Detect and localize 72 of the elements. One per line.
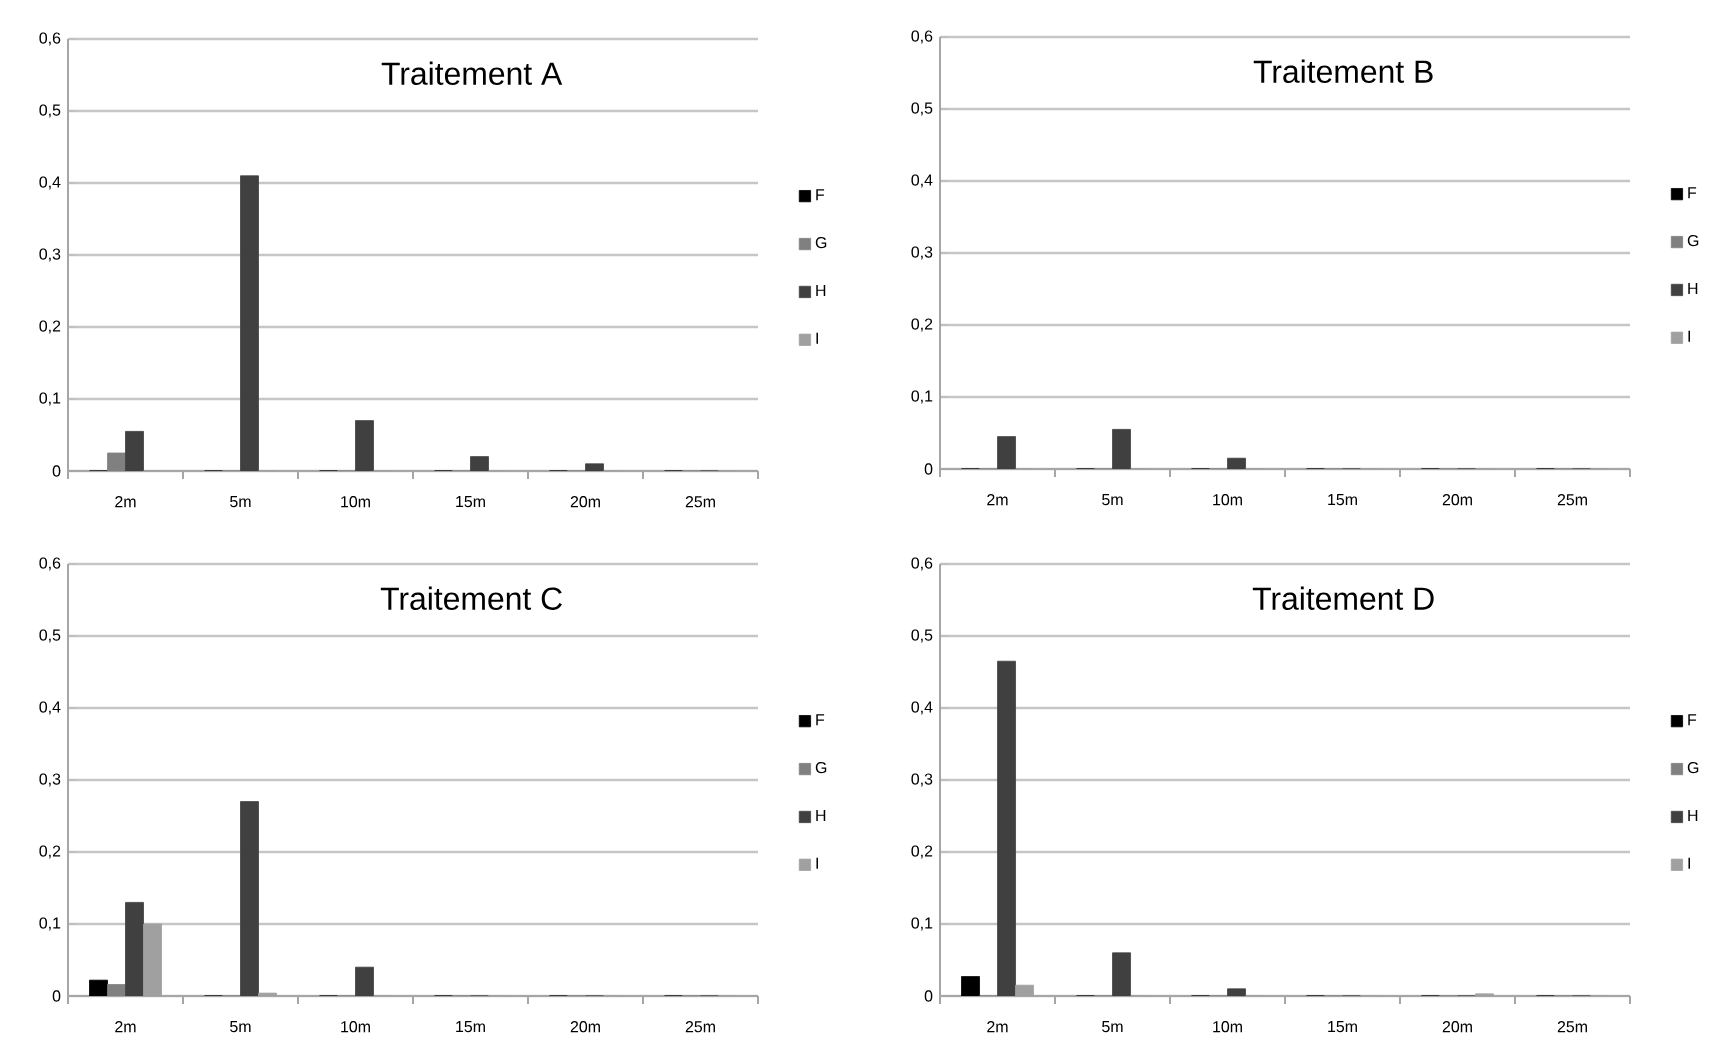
y-tick-label: 0 xyxy=(924,463,933,475)
y-tick-label: 0,2 xyxy=(911,845,933,859)
x-tick-label: 15m xyxy=(1328,494,1357,506)
x-tick-label: 2m xyxy=(115,1021,136,1033)
y-tick-label: 0,1 xyxy=(39,917,61,931)
text: Traitement A xyxy=(381,61,563,85)
x-tick-label: 15m xyxy=(456,496,485,508)
legend-label: H xyxy=(816,284,826,296)
text: Traitement C xyxy=(380,586,562,610)
y-tick-label: 0,3 xyxy=(39,773,61,787)
x-tick-label: 15m xyxy=(456,1021,485,1033)
y-tick-label: 0,5 xyxy=(911,102,933,116)
legend-label: F xyxy=(816,714,825,726)
x-tick-label: 25m xyxy=(1557,494,1587,506)
x-tick-label: 25m xyxy=(1557,1021,1587,1033)
x-tick-label: 5m xyxy=(230,496,251,508)
y-tick-label: 0,1 xyxy=(911,390,933,404)
y-tick-label: 0,2 xyxy=(39,320,61,334)
x-tick-label: 25m xyxy=(685,1021,715,1033)
legend-label: H xyxy=(1688,809,1698,821)
y-tick-label: 0,3 xyxy=(911,246,933,260)
text: Traitement D xyxy=(1252,586,1434,610)
y-tick-label: 0,3 xyxy=(39,248,61,262)
y-tick-label: 0,5 xyxy=(39,104,61,118)
y-tick-label: 0,6 xyxy=(39,557,61,571)
x-tick-label: 15m xyxy=(1328,1021,1357,1033)
x-tick-label: 20m xyxy=(570,496,600,508)
x-tick-label: 2m xyxy=(115,496,136,508)
y-tick-label: 0,1 xyxy=(39,392,61,406)
y-tick-label: 0,4 xyxy=(39,176,61,190)
y-tick-label: 0,2 xyxy=(911,318,933,332)
legend-label: G xyxy=(1687,762,1699,774)
legend-label: I xyxy=(1688,857,1690,869)
x-tick-label: 10m xyxy=(341,1021,370,1033)
x-tick-label: 5m xyxy=(1102,1021,1123,1033)
y-tick-label: 0 xyxy=(52,990,61,1002)
y-tick-label: 0,5 xyxy=(39,629,61,643)
y-tick-label: 0,3 xyxy=(911,773,933,787)
y-tick-label: 0 xyxy=(52,465,61,477)
x-tick-label: 10m xyxy=(1213,494,1242,506)
x-tick-label: 5m xyxy=(230,1021,251,1033)
y-tick-label: 0,4 xyxy=(39,701,61,715)
y-tick-label: 0,4 xyxy=(911,701,933,715)
x-tick-label: 25m xyxy=(685,496,715,508)
y-tick-label: 0,4 xyxy=(911,174,933,188)
legend-label: F xyxy=(1688,187,1697,199)
x-tick-label: 20m xyxy=(1442,494,1472,506)
legend-label: G xyxy=(1687,234,1699,247)
legend-label: F xyxy=(1688,714,1697,726)
x-tick-label: 5m xyxy=(1102,494,1123,506)
y-tick-label: 0,2 xyxy=(39,845,61,859)
x-tick-label: 2m xyxy=(987,494,1008,506)
legend-label: H xyxy=(816,809,826,821)
legend-label: I xyxy=(1688,330,1690,342)
y-tick-label: 0,1 xyxy=(911,917,933,931)
x-tick-label: 10m xyxy=(1213,1021,1242,1033)
legend-label: I xyxy=(816,332,818,344)
text: Traitement B xyxy=(1253,59,1433,83)
legend-label: I xyxy=(816,857,818,869)
legend-label: F xyxy=(816,189,825,201)
legend-label: G xyxy=(815,762,827,774)
x-tick-label: 10m xyxy=(341,496,370,508)
x-tick-label: 20m xyxy=(1442,1021,1472,1033)
y-tick-label: 0 xyxy=(924,990,933,1002)
y-tick-label: 0,6 xyxy=(911,557,933,571)
x-tick-label: 2m xyxy=(987,1021,1008,1033)
legend-label: G xyxy=(815,236,827,249)
y-tick-label: 0,6 xyxy=(39,32,61,46)
legend-label: H xyxy=(1688,282,1698,294)
y-tick-label: 0,6 xyxy=(911,30,933,44)
x-tick-label: 20m xyxy=(570,1021,600,1033)
y-tick-label: 0,5 xyxy=(911,629,933,643)
